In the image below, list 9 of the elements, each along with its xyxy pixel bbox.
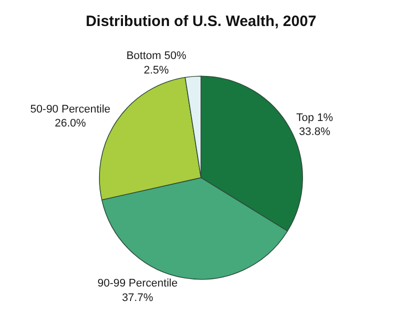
data-label: 2.5% xyxy=(144,64,170,76)
slice-label: 50-90 Percentile xyxy=(30,103,110,116)
data-label: 26.0% xyxy=(54,118,86,130)
slice-label: 90-99 Percentile xyxy=(97,278,178,290)
slice-label: Bottom 50% xyxy=(126,50,186,62)
slice-label: Top 1% xyxy=(296,112,334,124)
data-label: 37.7% xyxy=(122,292,154,304)
data-label: 33.8% xyxy=(299,126,330,138)
chart-title: Distribution of U.S. Wealth, 2007 xyxy=(86,12,316,30)
